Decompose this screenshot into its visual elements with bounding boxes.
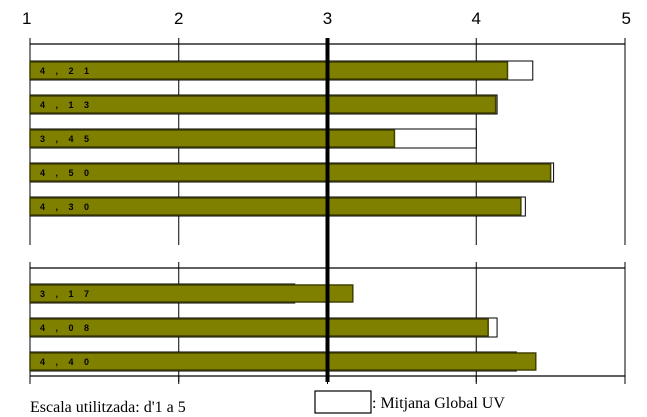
tick-label-3: 3 [323,9,332,28]
tick-labels: 1 2 3 4 5 [22,9,631,28]
legend-label: : Mitjana Global UV [372,395,505,412]
data-label: 4 , 5 0 [40,168,93,178]
value-bar [29,318,489,337]
tick-label-1: 1 [22,9,31,28]
tick-label-5: 5 [622,9,631,28]
value-bar [29,61,509,80]
tick-label-2: 2 [174,9,183,28]
bars-layer: 4 , 2 1 4 , 1 3 3 , 4 5 4 , 5 0 4 , 3 0 3 , 1… [29,38,555,382]
value-bar [29,284,354,303]
data-label: 4 , 3 0 [40,202,93,212]
tick-label-4: 4 [472,9,481,28]
data-label: 4 , 4 0 [40,357,93,367]
value-bar [29,129,396,148]
data-label: 4 , 2 1 [40,66,93,76]
value-bar [29,352,537,371]
data-label: 3 , 4 5 [40,134,93,144]
value-bar [29,163,552,182]
scale-note: Escala utilitzada: d'1 a 5 [30,399,186,416]
value-bar [29,197,522,216]
footer: Escala utilitzada: d'1 a 5 : Mitjana Glo… [30,390,505,416]
data-label: 4 , 1 3 [40,100,93,110]
value-bar [29,95,497,114]
data-label: 4 , 0 8 [40,323,93,333]
data-label: 3 , 1 7 [40,289,93,299]
legend-swatch [314,390,372,414]
